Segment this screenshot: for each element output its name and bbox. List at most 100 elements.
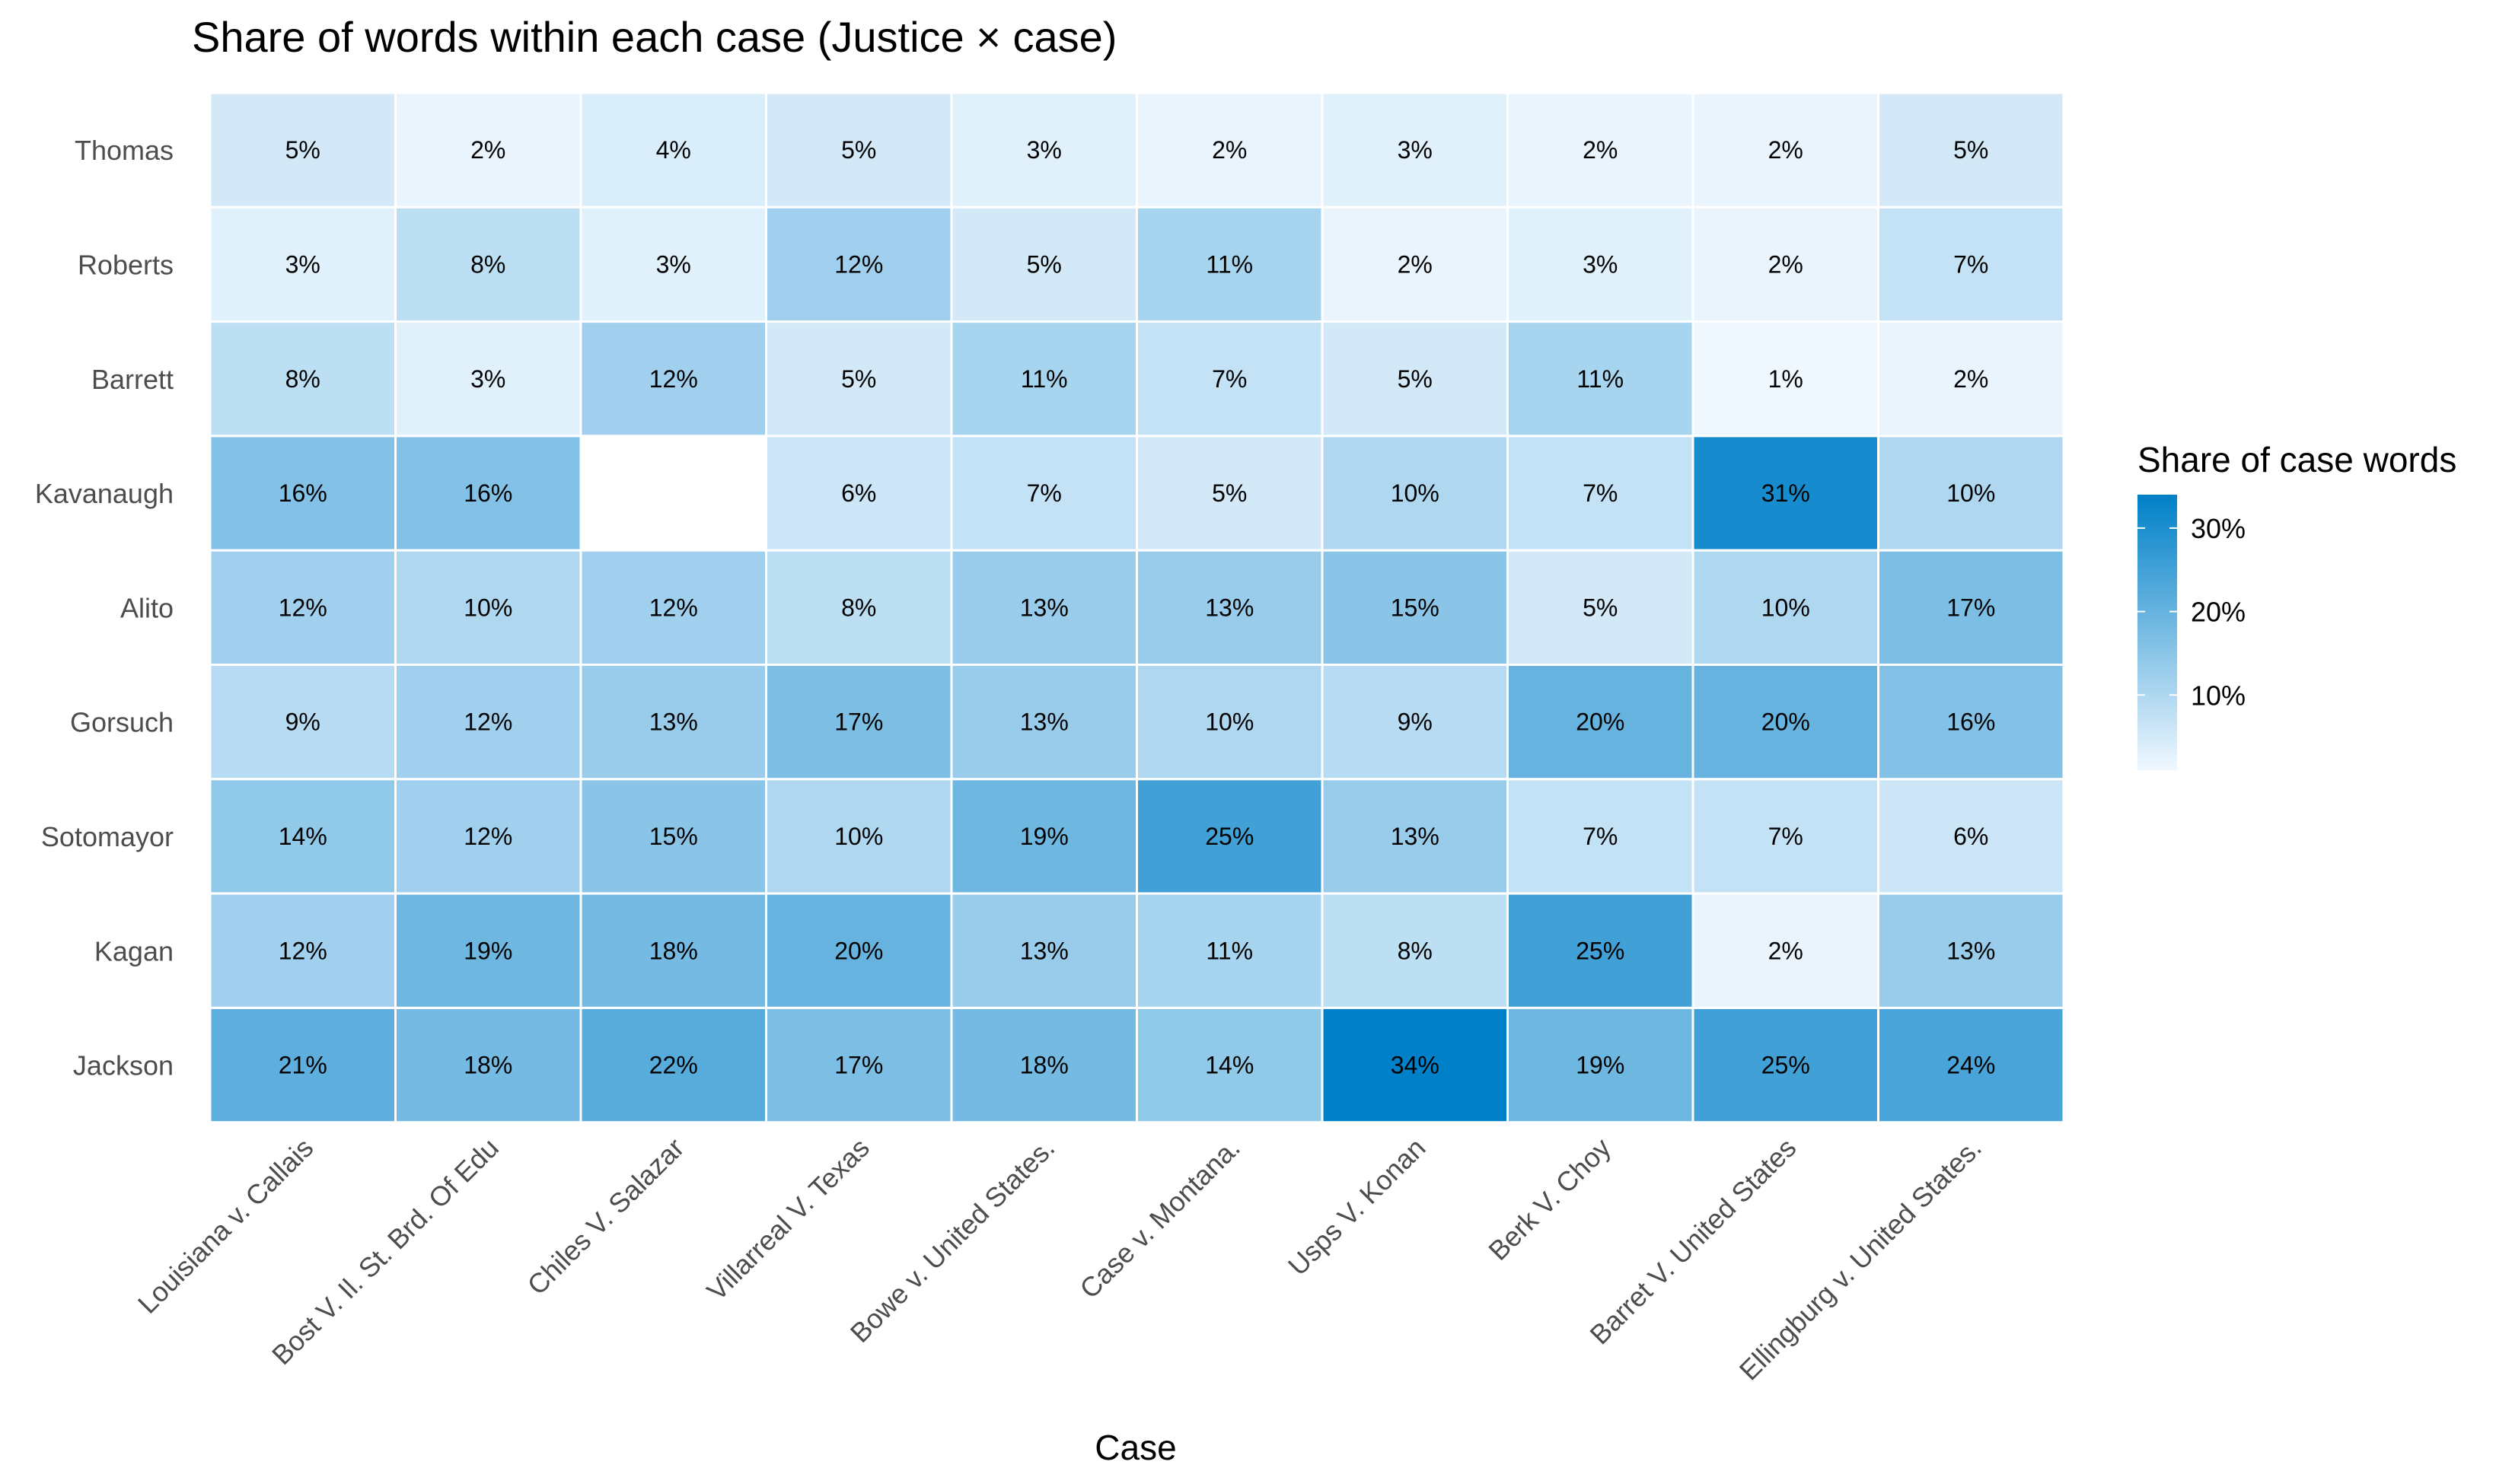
cell-value-label: 5% <box>1953 136 1988 164</box>
cell-value-label: 10% <box>834 823 883 850</box>
cell-value-label: 10% <box>1946 479 1995 507</box>
cell-value-label: 3% <box>1027 136 1062 164</box>
heatmap-cell <box>1877 1006 2065 1124</box>
heatmap-cell <box>1877 205 2065 323</box>
cell-value-label: 16% <box>464 479 512 507</box>
cell-value-label: 2% <box>1398 250 1433 278</box>
cell-value-label: 13% <box>1946 937 1995 964</box>
column-label: Villarreal V. Texas <box>700 1132 875 1306</box>
cell-value-label: 18% <box>1020 1052 1069 1079</box>
cell-value-label: 24% <box>1946 1052 1995 1079</box>
heatmap-cell <box>1691 549 1879 667</box>
heatmap-cell <box>1506 320 1694 438</box>
heatmap-cell <box>1506 435 1694 552</box>
cell-value-label: 8% <box>470 250 505 278</box>
cell-value-label: 1% <box>1768 365 1803 393</box>
heatmap-cell <box>765 205 953 323</box>
cell-value-label: 3% <box>1398 136 1433 164</box>
cell-value-label: 25% <box>1576 937 1624 964</box>
cell-value-label: 12% <box>279 594 327 621</box>
heatmap-cell <box>394 664 582 781</box>
column-label: Bowe v. United States. <box>844 1132 1061 1349</box>
cell-value-label: 12% <box>279 937 327 964</box>
cell-value-label: 20% <box>1576 709 1624 736</box>
cell-value-label: 17% <box>834 1052 883 1079</box>
heatmap-cell <box>394 91 582 209</box>
heatmap-cell <box>1321 435 1509 552</box>
cell-value-label: 18% <box>649 937 698 964</box>
cell-value-label: 11% <box>1576 365 1624 393</box>
heatmap-cell <box>1506 778 1694 895</box>
column-label: Barret V. United States <box>1583 1132 1802 1350</box>
heatmap-cell <box>1877 435 2065 552</box>
cell-value-label: 25% <box>1205 823 1254 850</box>
heatmap-cell <box>1877 664 2065 781</box>
cell-value-label: 6% <box>1953 823 1988 850</box>
cell-value-label: 9% <box>1398 709 1433 736</box>
heatmap-cell <box>394 778 582 895</box>
cell-value-label: 2% <box>1212 136 1247 164</box>
legend-color-bar <box>2137 495 2177 770</box>
heatmap-cell <box>209 435 397 552</box>
x-axis-title: Case <box>1095 1428 1176 1467</box>
cell-value-label: 21% <box>279 1052 327 1079</box>
heatmap-cell <box>1506 91 1694 209</box>
cell-value-label: 4% <box>656 136 691 164</box>
heatmap-cell <box>1321 664 1509 781</box>
heatmap-cell <box>209 892 397 1009</box>
row-label-barrett: Barrett <box>91 364 174 395</box>
row-label-sotomayor: Sotomayor <box>41 821 174 852</box>
heatmap-cell <box>1321 892 1509 1009</box>
heatmap-cell <box>394 320 582 438</box>
heatmap-cell <box>579 892 767 1009</box>
heatmap-cell <box>209 549 397 667</box>
heatmap-cell <box>765 1006 953 1124</box>
heatmap-cell <box>1136 1006 1324 1124</box>
column-label: Louisiana v. Callais <box>132 1132 319 1319</box>
cell-value-label: 7% <box>1768 823 1803 850</box>
cell-value-label: 11% <box>1021 365 1068 393</box>
cell-value-label: 14% <box>1205 1052 1254 1079</box>
heatmap-cell <box>1877 91 2065 209</box>
cell-value-label: 18% <box>464 1052 512 1079</box>
legend: Share of case words 10% 20% 30% <box>2137 440 2456 770</box>
cell-value-label: 7% <box>1212 365 1247 393</box>
cell-value-label: 12% <box>649 365 698 393</box>
heatmap-cell <box>209 664 397 781</box>
heatmap-cell <box>1136 205 1324 323</box>
cell-value-label: 5% <box>841 136 876 164</box>
column-label: Berk V. Choy <box>1482 1132 1617 1266</box>
cell-value-label: 5% <box>1398 365 1433 393</box>
heatmap-cell <box>950 320 1138 438</box>
heatmap-cell <box>209 320 397 438</box>
cell-value-label: 11% <box>1206 250 1253 278</box>
cell-value-label: 12% <box>464 823 512 850</box>
column-label: Usps V. Konan <box>1282 1132 1431 1281</box>
heatmap-cell <box>1506 1006 1694 1124</box>
heatmap-cell <box>950 778 1138 895</box>
cell-value-label: 10% <box>1761 594 1810 621</box>
row-label-alito: Alito <box>120 592 174 623</box>
cell-value-label: 20% <box>1761 709 1810 736</box>
heatmap-cell <box>1506 205 1694 323</box>
cell-value-label: 8% <box>1398 937 1433 964</box>
legend-title: Share of case words <box>2137 440 2456 479</box>
column-label: Chiles V. Salazar <box>521 1132 690 1301</box>
cell-value-label: 12% <box>464 709 512 736</box>
cell-value-label: 2% <box>470 136 505 164</box>
cell-value-label: 19% <box>1020 823 1069 850</box>
cell-value-label: 2% <box>1768 136 1803 164</box>
chart-title: Share of words within each case (Justice… <box>192 13 1117 61</box>
heatmap-cell <box>1321 549 1509 667</box>
legend-tick-label: 20% <box>2191 597 2246 628</box>
cell-value-label: 13% <box>1391 823 1439 850</box>
row-label-jackson: Jackson <box>73 1050 174 1081</box>
heatmap-cell <box>1877 549 2065 667</box>
heatmap-cell <box>950 664 1138 781</box>
legend-ticks: 10% 20% 30% <box>2137 513 2246 711</box>
row-labels: Thomas Roberts Barrett Kavanaugh Alito Gorsuc… <box>35 135 174 1081</box>
cell-value-label: 5% <box>1583 594 1618 621</box>
cell-value-label: 7% <box>1583 823 1618 850</box>
